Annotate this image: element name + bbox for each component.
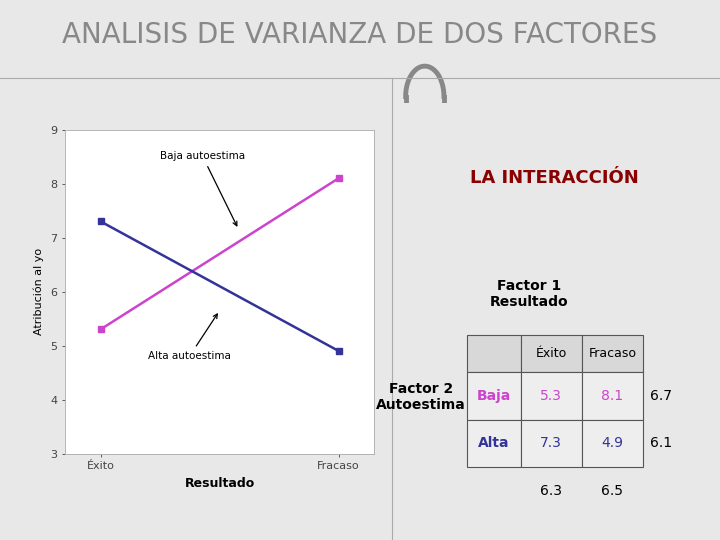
X-axis label: Resultado: Resultado (184, 477, 255, 490)
Text: 5.3: 5.3 (540, 389, 562, 403)
Text: Fracaso: Fracaso (588, 347, 636, 360)
Text: Alta autoestima: Alta autoestima (148, 314, 231, 361)
Text: 4.9: 4.9 (601, 436, 624, 450)
Text: 7.3: 7.3 (540, 436, 562, 450)
Text: 6.3: 6.3 (540, 484, 562, 498)
Y-axis label: Atribución al yo: Atribución al yo (34, 248, 45, 335)
Text: 8.1: 8.1 (601, 389, 624, 403)
Text: 6.1: 6.1 (650, 436, 672, 450)
Text: Baja: Baja (477, 389, 510, 403)
Text: 6.7: 6.7 (650, 389, 672, 403)
Text: LA INTERACCIÓN: LA INTERACCIÓN (470, 169, 639, 187)
Text: Alta: Alta (478, 436, 509, 450)
Text: ANALISIS DE VARIANZA DE DOS FACTORES: ANALISIS DE VARIANZA DE DOS FACTORES (63, 21, 657, 49)
Text: Factor 2
Autoestima: Factor 2 Autoestima (377, 382, 466, 412)
Text: 6.5: 6.5 (601, 484, 624, 498)
Text: Factor 1
Resultado: Factor 1 Resultado (490, 279, 569, 309)
Text: Éxito: Éxito (536, 347, 567, 360)
Text: Baja autoestima: Baja autoestima (160, 151, 246, 226)
